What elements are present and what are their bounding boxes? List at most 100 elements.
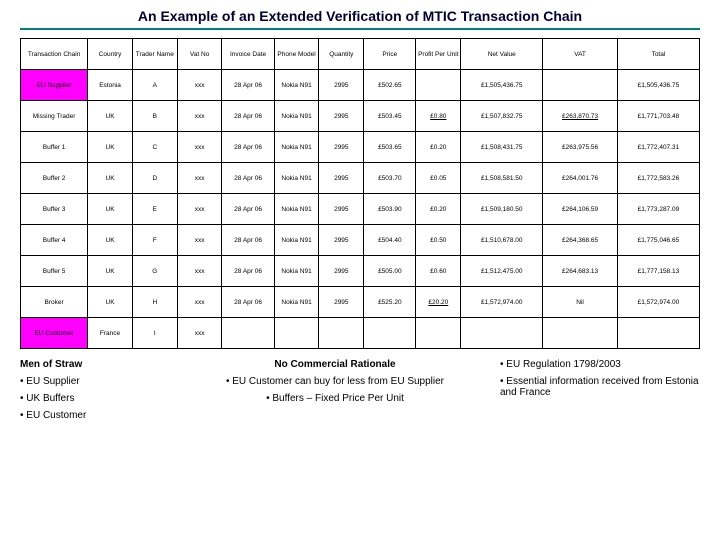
cell-country: UK xyxy=(88,256,133,287)
cell-vat: xxx xyxy=(177,163,222,194)
cell-vatv: £264,683.13 xyxy=(543,256,618,287)
cell-qty: 2995 xyxy=(319,287,364,318)
cell-net: £1,572,974.00 xyxy=(461,287,543,318)
cell-country: UK xyxy=(88,287,133,318)
cell-total: £1,572,974.00 xyxy=(617,287,699,318)
cell-trader: E xyxy=(132,194,177,225)
cell-trader: C xyxy=(132,132,177,163)
mid-item: • EU Customer can buy for less from EU S… xyxy=(180,376,490,387)
table-row: Buffer 3UKExxx28 Apr 06Nokia N912995£503… xyxy=(21,194,700,225)
cell-date: 28 Apr 06 xyxy=(222,256,274,287)
col-vat: Vat No xyxy=(177,39,222,70)
cell-qty: 2995 xyxy=(319,194,364,225)
col-model: Phone Model xyxy=(274,39,319,70)
cell-date: 28 Apr 06 xyxy=(222,101,274,132)
left-item: • UK Buffers xyxy=(20,393,170,404)
cell-price: £503.90 xyxy=(364,194,416,225)
cell-model: Nokia N91 xyxy=(274,132,319,163)
cell-chain: EU Customer xyxy=(21,318,88,349)
cell-qty: 2995 xyxy=(319,256,364,287)
cell-trader: H xyxy=(132,287,177,318)
table-row: EU CustomerFranceIxxx xyxy=(21,318,700,349)
cell-vatv xyxy=(543,70,618,101)
table-row: Buffer 5UKGxxx28 Apr 06Nokia N912995£505… xyxy=(21,256,700,287)
col-net: Net Value xyxy=(461,39,543,70)
left-item: • EU Supplier xyxy=(20,376,170,387)
cell-chain: Buffer 4 xyxy=(21,225,88,256)
cell-vat: xxx xyxy=(177,225,222,256)
cell-total xyxy=(617,318,699,349)
cell-date: 28 Apr 06 xyxy=(222,287,274,318)
cell-model: Nokia N91 xyxy=(274,225,319,256)
table-row: Buffer 4UKFxxx28 Apr 06Nokia N912995£504… xyxy=(21,225,700,256)
cell-qty xyxy=(319,318,364,349)
col-vatcol: VAT xyxy=(543,39,618,70)
cell-country: UK xyxy=(88,101,133,132)
page-title: An Example of an Extended Verification o… xyxy=(0,0,720,28)
cell-net: £1,510,678.00 xyxy=(461,225,543,256)
cell-vatv: £264,106.59 xyxy=(543,194,618,225)
cell-qty: 2995 xyxy=(319,163,364,194)
cell-price xyxy=(364,318,416,349)
cell-country: UK xyxy=(88,194,133,225)
cell-model: Nokia N91 xyxy=(274,70,319,101)
table-row: Missing TraderUKBxxx28 Apr 06Nokia N9129… xyxy=(21,101,700,132)
col-trader: Trader Name xyxy=(132,39,177,70)
cell-profit: £0.80 xyxy=(416,101,461,132)
cell-price: £502.65 xyxy=(364,70,416,101)
mid-item: • Buffers – Fixed Price Per Unit xyxy=(180,393,490,404)
cell-net: £1,505,436.75 xyxy=(461,70,543,101)
cell-total: £1,771,703.48 xyxy=(617,101,699,132)
cell-price: £504.40 xyxy=(364,225,416,256)
left-heading: Men of Straw xyxy=(20,359,170,370)
table-row: BrokerUKHxxx28 Apr 06Nokia N912995£525.2… xyxy=(21,287,700,318)
col-country: Country xyxy=(88,39,133,70)
cell-chain: Missing Trader xyxy=(21,101,88,132)
col-qty: Quantity xyxy=(319,39,364,70)
cell-net: £1,508,431.75 xyxy=(461,132,543,163)
cell-vat: xxx xyxy=(177,318,222,349)
cell-model: Nokia N91 xyxy=(274,256,319,287)
col-date: Invoice Date xyxy=(222,39,274,70)
cell-profit: £0.50 xyxy=(416,225,461,256)
right-column: • EU Regulation 1798/2003 • Essential in… xyxy=(500,359,700,427)
cell-date: 28 Apr 06 xyxy=(222,132,274,163)
cell-total: £1,773,287.09 xyxy=(617,194,699,225)
cell-trader: D xyxy=(132,163,177,194)
cell-vat: xxx xyxy=(177,194,222,225)
cell-date: 28 Apr 06 xyxy=(222,163,274,194)
cell-price: £503.65 xyxy=(364,132,416,163)
cell-total: £1,772,583.26 xyxy=(617,163,699,194)
cell-profit: £0.60 xyxy=(416,256,461,287)
cell-trader: A xyxy=(132,70,177,101)
table-header-row: Transaction Chain Country Trader Name Va… xyxy=(21,39,700,70)
transaction-table: Transaction Chain Country Trader Name Va… xyxy=(20,38,700,349)
cell-model: Nokia N91 xyxy=(274,287,319,318)
cell-date: 28 Apr 06 xyxy=(222,194,274,225)
cell-total: £1,777,158.13 xyxy=(617,256,699,287)
cell-trader: F xyxy=(132,225,177,256)
left-column: Men of Straw • EU Supplier • UK Buffers … xyxy=(20,359,170,427)
cell-profit xyxy=(416,70,461,101)
cell-profit: £0.20 xyxy=(416,132,461,163)
cell-country: UK xyxy=(88,225,133,256)
col-total: Total xyxy=(617,39,699,70)
cell-chain: Buffer 3 xyxy=(21,194,88,225)
cell-date: 28 Apr 06 xyxy=(222,225,274,256)
cell-profit: £0.20 xyxy=(416,194,461,225)
cell-model xyxy=(274,318,319,349)
cell-qty: 2995 xyxy=(319,225,364,256)
cell-price: £503.45 xyxy=(364,101,416,132)
cell-qty: 2995 xyxy=(319,70,364,101)
bottom-section: Men of Straw • EU Supplier • UK Buffers … xyxy=(0,349,720,427)
cell-trader: I xyxy=(132,318,177,349)
cell-qty: 2995 xyxy=(319,101,364,132)
cell-chain: EU Supplier xyxy=(21,70,88,101)
cell-net: £1,507,832.75 xyxy=(461,101,543,132)
cell-total: £1,772,407.31 xyxy=(617,132,699,163)
cell-vatv: £263,870.73 xyxy=(543,101,618,132)
mid-column: No Commercial Rationale • EU Customer ca… xyxy=(180,359,490,427)
cell-profit: £20.20 xyxy=(416,287,461,318)
cell-chain: Broker xyxy=(21,287,88,318)
cell-trader: G xyxy=(132,256,177,287)
